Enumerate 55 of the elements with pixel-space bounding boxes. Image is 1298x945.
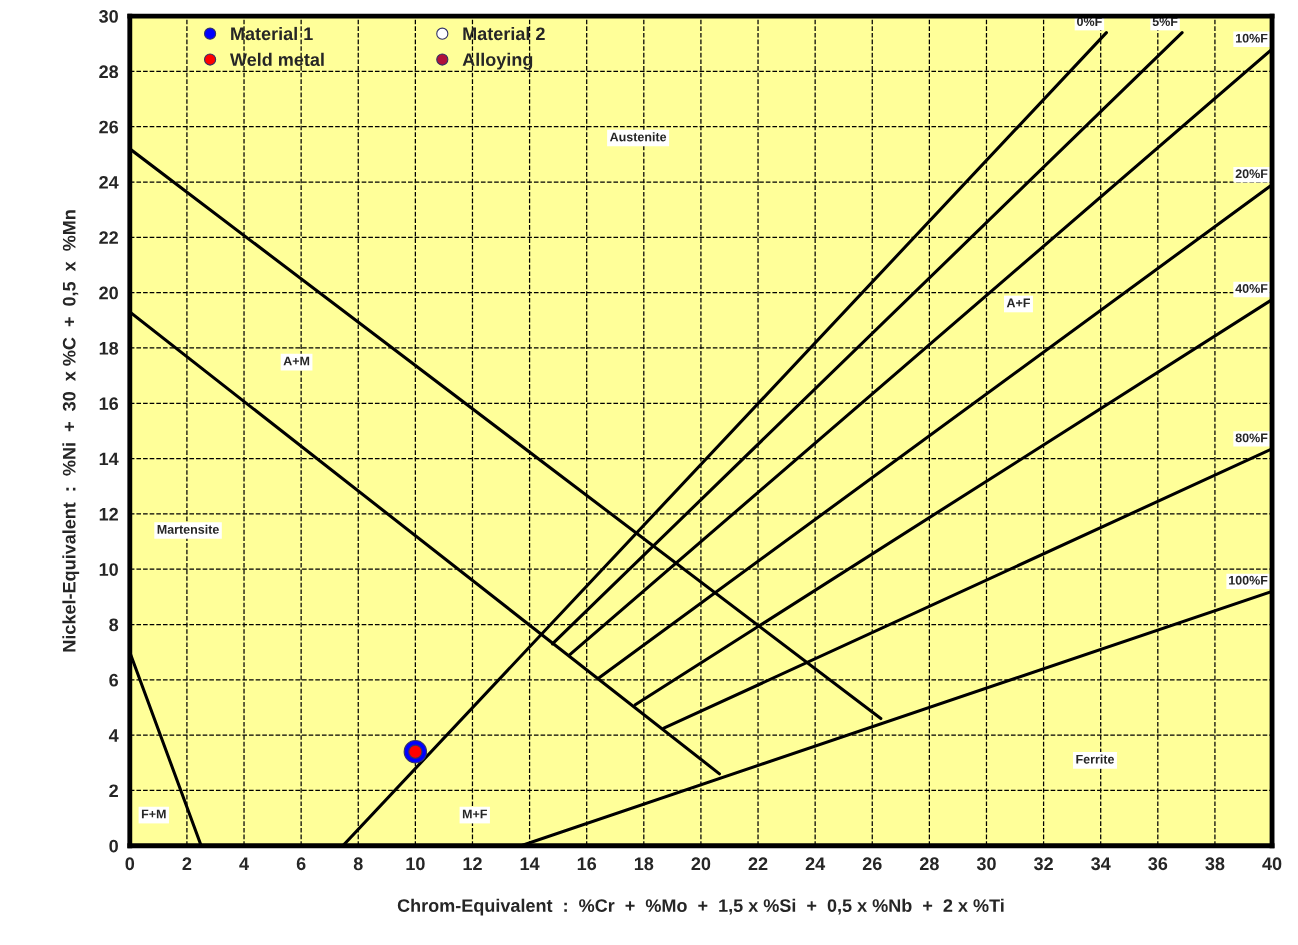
- annotation: Austenite: [609, 132, 667, 142]
- y-axis-title: Nickel-Equivalent : %Ni + 30 x %C + 0,5 x %Mn: [62, 210, 80, 652]
- x-tick-label: 26: [862, 857, 882, 871]
- annotation: F+M: [141, 809, 166, 819]
- y-tick-label: 14: [99, 452, 119, 466]
- y-tick-label: 24: [99, 175, 119, 189]
- x-tick-label: 20: [691, 857, 711, 871]
- legend-label: Material 1: [231, 26, 313, 41]
- x-tick-label: 22: [748, 857, 768, 870]
- series-label: 20%F: [1235, 169, 1268, 179]
- x-tick-label: 38: [1205, 857, 1225, 871]
- y-tick-label: 6: [109, 673, 119, 687]
- series-label: 40%F: [1235, 284, 1268, 293]
- x-tick-label: 28: [919, 857, 939, 871]
- y-tick-label: 0: [109, 839, 118, 853]
- x-tick-label: 32: [1033, 857, 1053, 871]
- y-tick-label: 28: [99, 65, 119, 79]
- y-tick-label: 30: [99, 10, 118, 23]
- x-tick-label: 0: [125, 857, 135, 871]
- x-tick-label: 30: [976, 857, 996, 871]
- x-tick-label: 4: [239, 857, 249, 870]
- y-tick-label: 10: [99, 563, 118, 576]
- x-tick-label: 12: [463, 857, 482, 870]
- series-label: 100%F: [1229, 575, 1268, 585]
- y-tick-label: 18: [99, 341, 119, 355]
- y-tick-label: 2: [109, 784, 118, 797]
- y-tick-label: 26: [99, 120, 119, 134]
- x-tick-label: 18: [634, 857, 654, 871]
- y-tick-label: 20: [99, 286, 118, 300]
- y-tick-label: 22: [99, 231, 118, 244]
- legend-label: Alloying: [462, 52, 533, 70]
- y-tick-label: 8: [109, 618, 119, 632]
- x-tick-label: 34: [1091, 857, 1111, 871]
- x-tick-label: 2: [182, 857, 192, 870]
- annotation: Martensite: [157, 524, 219, 534]
- x-tick-label: 8: [353, 857, 363, 871]
- x-tick-label: 6: [296, 857, 306, 871]
- y-tick-label: 12: [99, 507, 118, 521]
- series-label: 10%F: [1236, 33, 1268, 43]
- annotation: A+F: [1006, 298, 1030, 308]
- y-tick-label: 16: [99, 397, 119, 410]
- y-tick-label: 4: [108, 729, 119, 742]
- x-tick-label: 40: [1262, 857, 1282, 871]
- annotation: M+F: [462, 809, 487, 819]
- series-label: 80%F: [1235, 433, 1268, 443]
- x-tick-label: 10: [406, 857, 425, 871]
- legend-label: Weld metal: [229, 52, 324, 67]
- annotation: Ferrite: [1076, 754, 1115, 764]
- x-tick-label: 16: [577, 857, 597, 871]
- legend-label: Material 2: [463, 26, 545, 41]
- x-axis-title: Chrom-Equivalent : %Cr + %Mo + 1,5 x %Si + 0,5 x %Nb + 2 x %Ti: [397, 898, 1004, 916]
- x-tick-label: 24: [805, 857, 826, 870]
- x-tick-label: 36: [1148, 857, 1168, 871]
- annotation: A+M: [283, 356, 310, 366]
- x-tick-label: 14: [520, 857, 540, 870]
